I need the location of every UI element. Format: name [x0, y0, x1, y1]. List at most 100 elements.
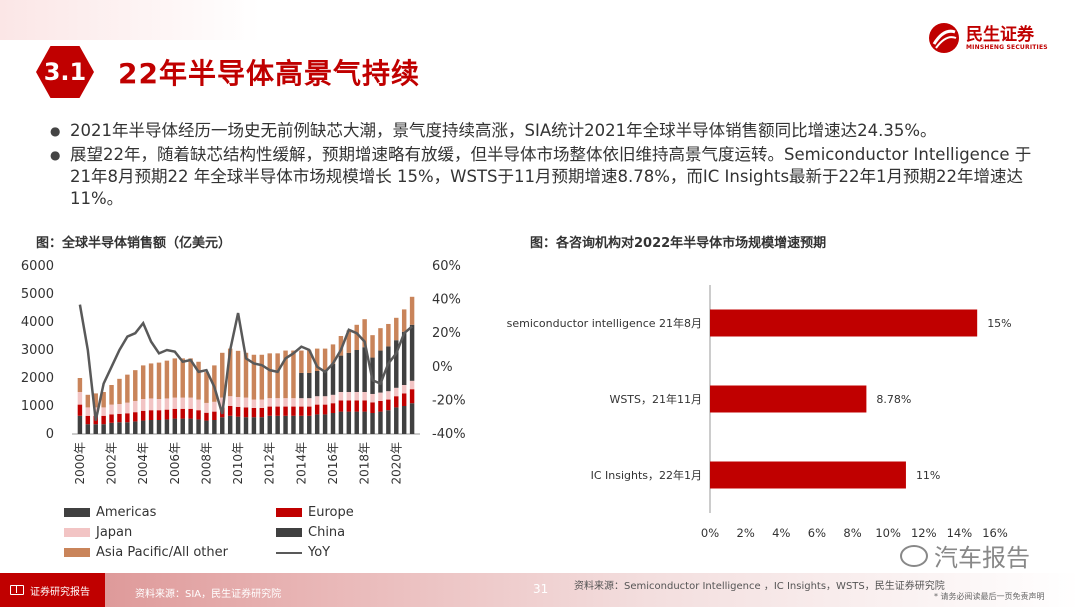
y2-tick-label: -40%	[432, 427, 466, 442]
bar-segment	[133, 412, 138, 422]
bar-segment	[156, 420, 162, 434]
bar-segment	[125, 422, 130, 434]
bar-segment	[314, 404, 320, 415]
category-label: WSTS，21年11月	[609, 392, 702, 406]
bar-segment	[307, 415, 312, 434]
y2-tick-label: -20%	[432, 393, 466, 408]
page-title: 22年半导体高景气持续	[118, 57, 420, 90]
yoy-line	[78, 304, 413, 421]
logo-text-en: MINSHENG SECURITIES	[966, 43, 1048, 51]
bar-segment	[204, 412, 209, 421]
x-tick-label: 2020年	[389, 442, 403, 485]
bar-segment	[314, 371, 320, 397]
x-tick-label: 16%	[982, 526, 1008, 540]
bar-segment	[322, 371, 328, 397]
bar-segment	[180, 418, 185, 434]
bar-segment	[77, 378, 83, 392]
bar-segment	[235, 397, 241, 407]
legend-label: Japan	[96, 525, 133, 540]
bar-segment	[338, 355, 344, 392]
legend-japan: Japan	[64, 525, 132, 540]
bar-segment	[267, 415, 272, 434]
bar-segment	[164, 398, 170, 410]
right-chart-title: 图：各咨询机构对2022年半导体市场规模增速预期	[530, 236, 827, 251]
bar-segment	[204, 402, 209, 413]
bar-segment	[378, 400, 383, 412]
footer-left-text: 证券研究报告	[30, 586, 90, 598]
bar-segment	[330, 364, 336, 395]
y-tick-label: 0	[46, 427, 54, 442]
bar-segment	[243, 397, 249, 408]
x-tick-label: 6%	[808, 526, 826, 540]
bar-segment	[291, 415, 296, 434]
bar-segment	[85, 394, 91, 408]
bar-segment	[140, 399, 146, 411]
footer-source-left: 资料来源：SIA，民生证券研究院	[135, 589, 282, 600]
bar-segment	[346, 392, 352, 401]
bar-segment	[172, 358, 178, 398]
x-tick-label: 8%	[843, 526, 861, 540]
legend-asia: Asia Pacific/All other	[64, 545, 228, 560]
bar-segment	[148, 420, 154, 434]
bar-segment	[235, 416, 241, 434]
legend-swatch	[64, 548, 90, 557]
y2-tick-label: 40%	[432, 293, 461, 308]
bar-segment	[93, 393, 98, 408]
bar-segment	[227, 406, 233, 416]
bar-segment	[409, 403, 415, 434]
bar-segment	[409, 380, 415, 390]
bar-segment	[156, 362, 162, 399]
bar-segment	[307, 350, 312, 373]
bar-segment	[188, 358, 193, 398]
x-tick-label: 2010年	[231, 442, 245, 485]
x-tick-label: 2014年	[294, 442, 308, 485]
bar-segment	[338, 411, 344, 434]
bar-segment	[172, 397, 178, 409]
legend-swatch	[64, 508, 90, 517]
bar-segment	[267, 353, 272, 399]
bar-segment	[101, 424, 106, 434]
bar-segment	[386, 346, 391, 392]
bar-segment	[109, 414, 114, 423]
bar-segment	[117, 378, 122, 405]
bar-segment	[394, 387, 399, 397]
bar-segment	[362, 347, 367, 392]
legend-swatch	[276, 528, 302, 537]
bar-segment	[275, 353, 280, 399]
bar-segment	[85, 407, 91, 416]
x-tick-label: 0%	[701, 526, 719, 540]
bar-segment	[314, 396, 320, 405]
bar-segment	[117, 404, 122, 414]
bar-segment	[307, 398, 312, 407]
bar-segment	[283, 398, 288, 407]
bar-segment	[307, 406, 312, 416]
logo-text-cn: 民生证券	[966, 24, 1034, 45]
bar-segment	[401, 406, 407, 434]
bar-segment	[346, 330, 352, 353]
bar-segment	[299, 406, 304, 416]
bar-segment	[314, 348, 320, 371]
bar-segment	[180, 358, 185, 398]
x-tick-label: 14%	[947, 526, 973, 540]
bar-segment	[77, 404, 83, 416]
legend-americas: Americas	[64, 505, 156, 520]
bar-segment	[275, 398, 280, 407]
bar-segment	[338, 400, 344, 412]
y-tick-label: 6000	[21, 259, 54, 274]
bar-segment	[125, 413, 130, 423]
legend-label: Europe	[308, 505, 354, 520]
bar-segment	[212, 411, 217, 420]
bar-segment	[125, 374, 130, 403]
book-icon	[10, 585, 24, 595]
bar-segment	[378, 392, 383, 401]
bar-segment	[275, 415, 280, 434]
bar-segment	[299, 398, 304, 407]
bar-segment	[386, 410, 391, 434]
bar-segment	[117, 413, 122, 423]
x-tick-label: 2002年	[105, 442, 119, 485]
forecast-bar	[710, 309, 978, 337]
bar-segment	[259, 417, 265, 434]
legend-swatch	[276, 508, 302, 517]
y-tick-label: 1000	[21, 399, 54, 414]
bar-segment	[180, 397, 185, 409]
